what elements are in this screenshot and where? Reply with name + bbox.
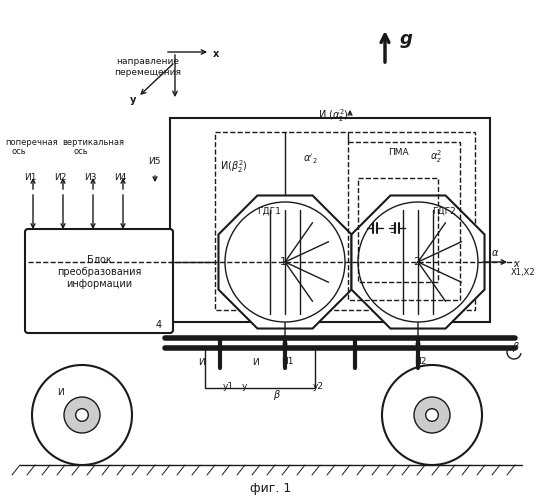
Text: 3: 3 bbox=[389, 225, 395, 235]
Text: фиг. 1: фиг. 1 bbox=[250, 482, 292, 495]
Text: ГДГ1: ГДГ1 bbox=[257, 207, 281, 216]
Text: 2: 2 bbox=[413, 257, 420, 267]
Text: 4: 4 bbox=[156, 320, 162, 330]
Text: $\alpha_z^2$: $\alpha_z^2$ bbox=[430, 148, 442, 165]
Text: x: x bbox=[513, 259, 519, 269]
Text: $\beta$: $\beta$ bbox=[512, 340, 520, 354]
Circle shape bbox=[64, 397, 100, 433]
Text: ось: ось bbox=[74, 147, 89, 156]
Text: g: g bbox=[400, 30, 413, 48]
Bar bbox=[205, 348, 315, 388]
Text: поперечная: поперечная bbox=[5, 138, 57, 147]
Text: Н1: Н1 bbox=[281, 357, 294, 366]
Text: ГДГ2: ГДГ2 bbox=[432, 207, 456, 216]
Text: И1: И1 bbox=[24, 173, 36, 182]
Text: X1,X2: X1,X2 bbox=[511, 268, 535, 277]
Text: преобразования: преобразования bbox=[57, 267, 141, 277]
Text: ось: ось bbox=[12, 147, 27, 156]
Bar bbox=[170, 118, 490, 322]
Text: $\beta$: $\beta$ bbox=[273, 388, 281, 402]
Text: $\alpha'_2$: $\alpha'_2$ bbox=[303, 152, 318, 166]
Circle shape bbox=[414, 397, 450, 433]
Bar bbox=[358, 178, 438, 282]
Text: Блок: Блок bbox=[87, 255, 111, 265]
Circle shape bbox=[382, 365, 482, 465]
Text: x: x bbox=[213, 49, 220, 59]
Text: И5: И5 bbox=[148, 157, 160, 166]
Text: информации: информации bbox=[66, 279, 132, 289]
Circle shape bbox=[425, 408, 438, 422]
Bar bbox=[348, 142, 460, 300]
Text: направление: направление bbox=[117, 57, 179, 66]
FancyBboxPatch shape bbox=[25, 229, 173, 333]
Text: у2: у2 bbox=[313, 382, 324, 391]
Circle shape bbox=[358, 202, 478, 322]
Text: И4: И4 bbox=[114, 173, 126, 182]
Text: y: y bbox=[130, 95, 137, 105]
Circle shape bbox=[32, 365, 132, 465]
Text: И: И bbox=[198, 358, 205, 367]
Text: у: у bbox=[242, 382, 247, 391]
Text: $\alpha$: $\alpha$ bbox=[491, 248, 499, 258]
Circle shape bbox=[76, 408, 88, 422]
Text: Н2: Н2 bbox=[414, 357, 427, 366]
Text: у1: у1 bbox=[223, 382, 234, 391]
Text: И2: И2 bbox=[54, 173, 66, 182]
Text: И3: И3 bbox=[84, 173, 96, 182]
Text: И$(\beta_2^2)$: И$(\beta_2^2)$ bbox=[220, 158, 248, 175]
Bar bbox=[215, 132, 475, 310]
Polygon shape bbox=[351, 196, 485, 328]
Text: вертикальная: вертикальная bbox=[62, 138, 124, 147]
Polygon shape bbox=[218, 196, 352, 328]
Circle shape bbox=[225, 202, 345, 322]
Text: 1: 1 bbox=[280, 257, 287, 267]
Text: И: И bbox=[57, 388, 64, 397]
Text: перемещения: перемещения bbox=[114, 68, 182, 77]
Text: И: И bbox=[252, 358, 259, 367]
Text: И $(\alpha_2^2)$: И $(\alpha_2^2)$ bbox=[318, 107, 349, 124]
Text: ПМА: ПМА bbox=[388, 148, 409, 157]
